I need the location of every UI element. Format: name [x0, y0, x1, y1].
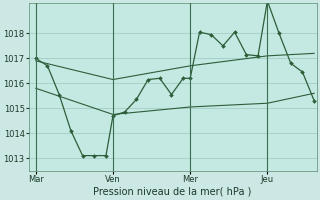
- X-axis label: Pression niveau de la mer( hPa ): Pression niveau de la mer( hPa ): [93, 187, 252, 197]
